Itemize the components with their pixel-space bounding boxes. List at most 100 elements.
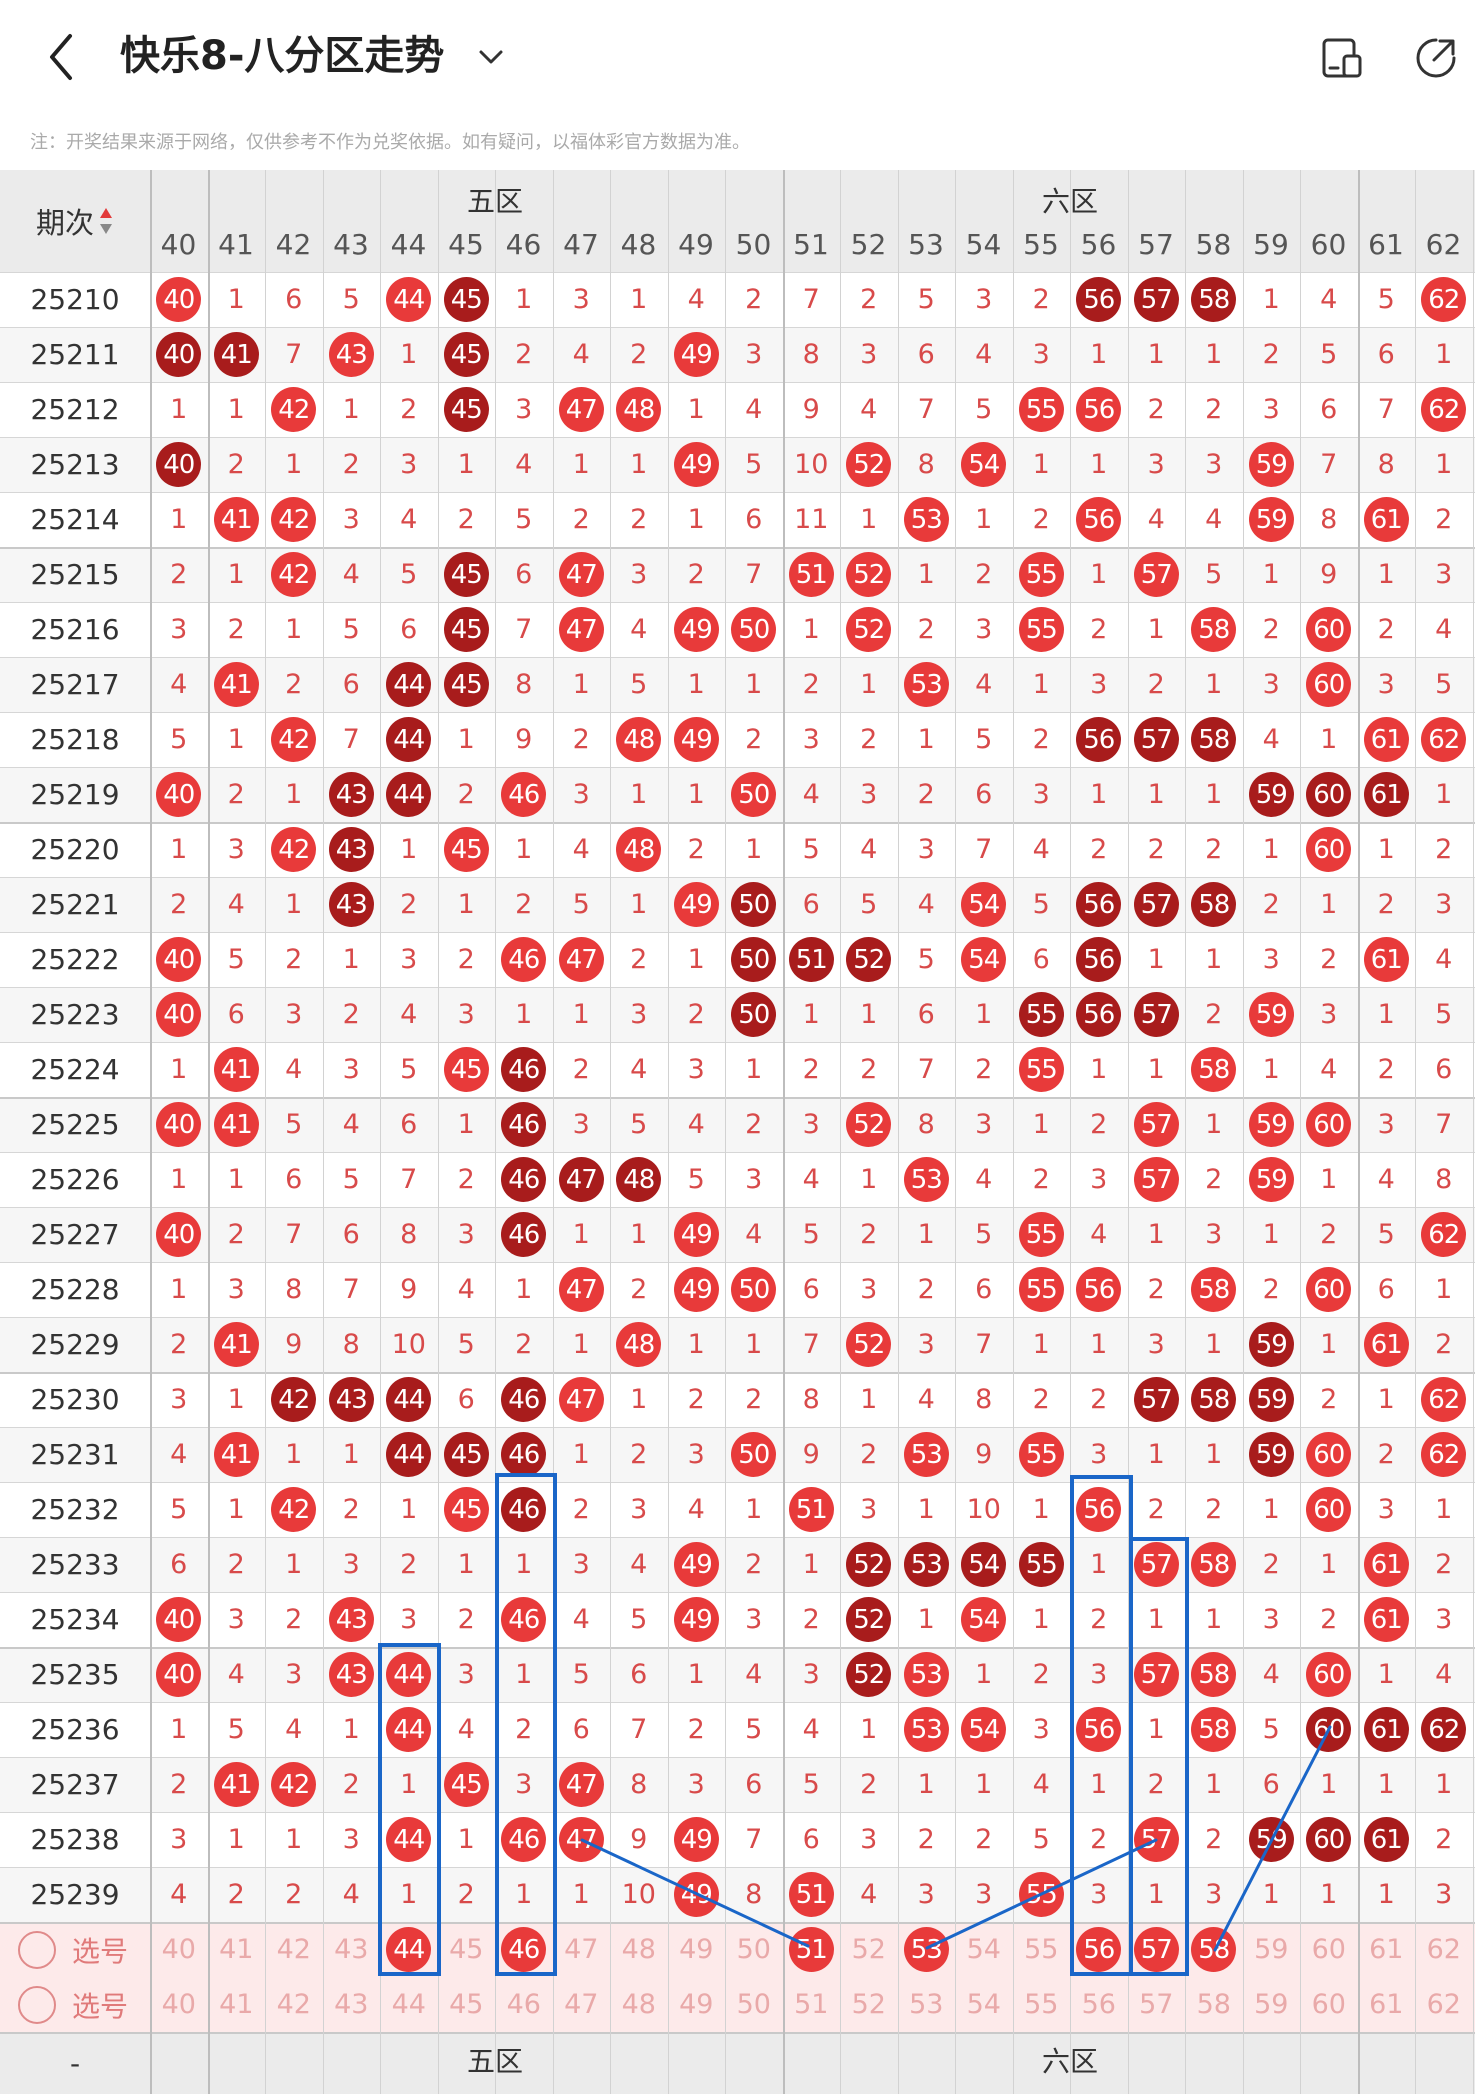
select-number-cell[interactable]: 51	[794, 1989, 829, 2020]
drawn-ball: 47	[558, 387, 604, 432]
select-number-cell[interactable]: 48	[621, 1989, 656, 2020]
number-cell: 8	[917, 449, 935, 480]
number-cell: 1	[1377, 559, 1395, 590]
select-number-cell[interactable]: 62	[1426, 1989, 1461, 2020]
select-number-cell[interactable]: 56	[1070, 1922, 1128, 1977]
number-cell: 1	[1262, 1219, 1280, 1250]
number-cell: 2	[227, 779, 245, 810]
select-number-cell[interactable]: 59	[1254, 1989, 1289, 2020]
select-number-cell[interactable]: 50	[736, 1989, 771, 2020]
period-column-header[interactable]: 期次	[0, 170, 150, 272]
select-number-cell[interactable]: 50	[736, 1934, 771, 1965]
number-cell: 1	[1435, 779, 1453, 810]
number-cell: 1	[227, 1384, 245, 1415]
layout-toggle-icon[interactable]	[1318, 34, 1366, 82]
select-number-cell[interactable]: 60	[1311, 1934, 1346, 1965]
sort-icon[interactable]	[98, 206, 114, 236]
row-divider	[0, 547, 1475, 549]
select-number-cell[interactable]: 57	[1128, 1922, 1186, 1977]
number-cell: 4	[1262, 724, 1280, 755]
number-cell: 1	[745, 669, 763, 700]
number-cell: 2	[975, 1054, 993, 1085]
page-title[interactable]: 快乐8-八分区走势	[120, 33, 445, 79]
select-number-cell[interactable]: 49	[679, 1934, 714, 1965]
select-number-cell[interactable]: 57	[1139, 1989, 1174, 2020]
number-cell: 6	[975, 779, 993, 810]
number-cell: 41	[208, 1757, 266, 1812]
number-cell: 58	[1185, 877, 1243, 932]
select-number-cell[interactable]: 47	[564, 1934, 599, 1965]
drawn-ball: 62	[1421, 1377, 1467, 1422]
number-cell: 57	[1128, 1372, 1186, 1427]
row-divider	[0, 1042, 1475, 1043]
select-number-cell[interactable]: 43	[334, 1989, 369, 2020]
number-cell: 3	[572, 1549, 590, 1580]
number-cell: 1	[227, 284, 245, 315]
column-number: 48	[620, 228, 657, 261]
select-number-cell[interactable]: 54	[966, 1934, 1001, 1965]
select-number-cell[interactable]: 46	[506, 1989, 541, 2020]
select-number-cell[interactable]: 54	[966, 1989, 1001, 2020]
select-number-cell[interactable]: 48	[621, 1934, 656, 1965]
select-number-cell[interactable]: 42	[276, 1934, 311, 1965]
select-number-cell[interactable]: 58	[1196, 1989, 1231, 2020]
number-cell: 7	[342, 724, 360, 755]
number-cell: 3	[285, 999, 303, 1030]
number-cell: 1	[687, 504, 705, 535]
select-number-cell[interactable]: 61	[1369, 1989, 1404, 2020]
select-number-cell[interactable]: 55	[1024, 1989, 1059, 2020]
select-number-cell[interactable]: 59	[1254, 1934, 1289, 1965]
select-number-cell[interactable]: 58	[1185, 1922, 1243, 1977]
select-number-cell[interactable]: 60	[1311, 1989, 1346, 2020]
radio-circle-icon[interactable]	[18, 1930, 56, 1969]
number-cell: 4	[227, 1659, 245, 1690]
select-number-cell[interactable]: 46	[495, 1922, 553, 1977]
radio-circle-icon[interactable]	[18, 1985, 56, 2024]
number-cell: 45	[438, 272, 496, 327]
select-number-toggle[interactable]: 选号	[18, 1922, 128, 1977]
number-cell: 7	[285, 1219, 303, 1250]
back-arrow-icon[interactable]	[40, 30, 84, 84]
number-cell: 1	[1205, 1109, 1223, 1140]
number-cell: 5	[630, 1604, 648, 1635]
select-number-cell[interactable]: 47	[564, 1989, 599, 2020]
select-number-cell[interactable]: 41	[219, 1989, 254, 2020]
select-number-cell[interactable]: 53	[909, 1989, 944, 2020]
select-number-cell[interactable]: 51	[783, 1922, 841, 1977]
number-cell: 2	[1090, 614, 1108, 645]
column-divider	[207, 170, 210, 2094]
number-cell: 43	[323, 1647, 381, 1702]
chevron-down-icon[interactable]	[474, 40, 508, 74]
select-number-cell[interactable]: 62	[1426, 1934, 1461, 1965]
select-number-cell[interactable]: 44	[380, 1922, 438, 1977]
select-number-cell[interactable]: 41	[219, 1934, 254, 1965]
select-number-cell[interactable]: 45	[449, 1934, 484, 1965]
number-cell: 2	[1090, 1384, 1108, 1415]
number-cell: 45	[438, 822, 496, 877]
number-cell: 61	[1358, 932, 1416, 987]
select-number-cell[interactable]: 40	[161, 1934, 196, 1965]
select-number-cell[interactable]: 52	[851, 1934, 886, 1965]
select-number-cell[interactable]: 43	[334, 1934, 369, 1965]
select-number-cell[interactable]: 61	[1369, 1934, 1404, 1965]
select-number-cell[interactable]: 53	[898, 1922, 956, 1977]
number-cell: 2	[1090, 1604, 1108, 1635]
select-number-cell[interactable]: 45	[449, 1989, 484, 2020]
drawn-ball: 50	[731, 772, 777, 817]
share-icon[interactable]	[1412, 34, 1460, 82]
number-cell: 58	[1185, 1647, 1243, 1702]
select-number-cell[interactable]: 56	[1081, 1989, 1116, 2020]
number-cell: 60	[1300, 602, 1358, 657]
select-number-cell[interactable]: 42	[276, 1989, 311, 2020]
select-number-cell[interactable]: 52	[851, 1989, 886, 2020]
select-number-cell[interactable]: 44	[391, 1989, 426, 2020]
number-cell: 2	[1435, 504, 1453, 535]
number-cell: 4	[457, 1274, 475, 1305]
select-number-cell[interactable]: 55	[1024, 1934, 1059, 1965]
number-cell: 9	[400, 1274, 418, 1305]
number-cell: 42	[265, 1372, 323, 1427]
select-number-cell[interactable]: 40	[161, 1989, 196, 2020]
select-number-toggle[interactable]: 选号	[18, 1977, 128, 2032]
number-cell: 42	[265, 1482, 323, 1537]
select-number-cell[interactable]: 49	[679, 1989, 714, 2020]
